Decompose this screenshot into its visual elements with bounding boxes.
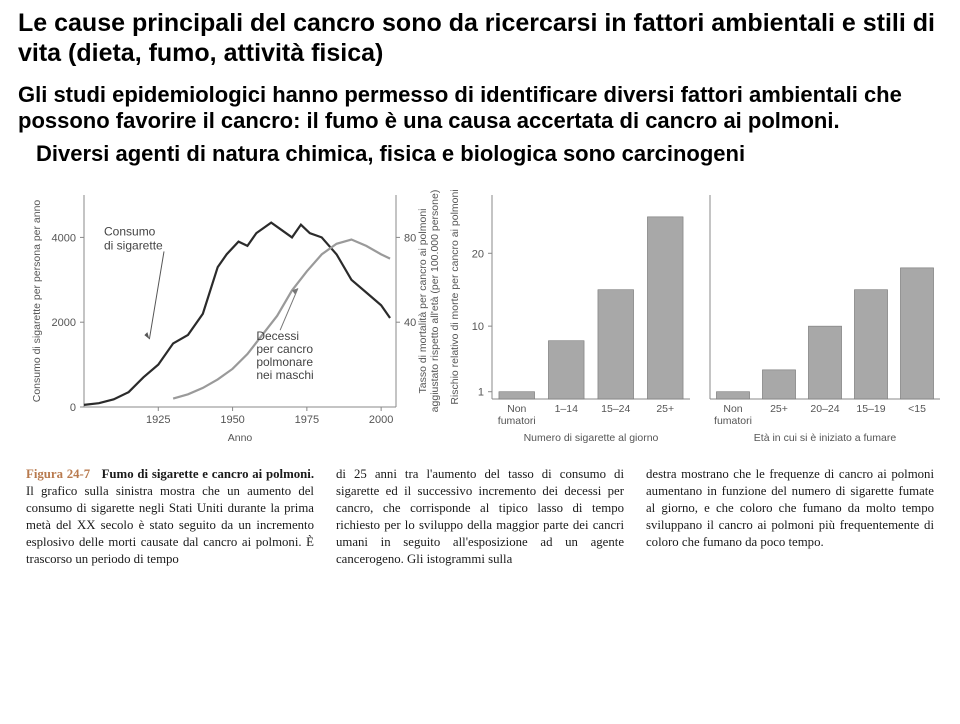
svg-text:per cancro: per cancro bbox=[256, 342, 313, 356]
figure-wrapper: 0 2000 4000 40 80 1925 1950 1975 2000 Anno Consumo… bbox=[26, 185, 934, 567]
svg-text:40: 40 bbox=[404, 317, 416, 329]
svg-text:1950: 1950 bbox=[220, 414, 244, 426]
svg-text:10: 10 bbox=[472, 321, 484, 333]
svg-text:1: 1 bbox=[478, 387, 484, 399]
svg-text:1975: 1975 bbox=[295, 414, 319, 426]
svg-text:Consumo: Consumo bbox=[104, 225, 156, 239]
svg-text:20–24: 20–24 bbox=[810, 403, 839, 415]
svg-text:25+: 25+ bbox=[770, 403, 788, 415]
svg-text:Rischio relativo di morte per: Rischio relativo di morte per cancro ai … bbox=[449, 190, 461, 405]
svg-text:Anno: Anno bbox=[228, 432, 253, 444]
svg-text:25+: 25+ bbox=[656, 403, 674, 415]
figure-title: Fumo di sigarette e cancro ai polmoni. bbox=[102, 467, 314, 481]
svg-text:polmonare: polmonare bbox=[256, 355, 313, 369]
svg-text:Consumo di sigarette per perso: Consumo di sigarette per persona per ann… bbox=[31, 200, 43, 403]
svg-text:80: 80 bbox=[404, 233, 416, 245]
caption-col-3: destra mostrano che le frequenze di canc… bbox=[646, 466, 934, 567]
figure-caption: Figura 24-7 Fumo di sigarette e cancro a… bbox=[26, 466, 934, 567]
svg-text:4000: 4000 bbox=[52, 233, 76, 245]
svg-text:2000: 2000 bbox=[369, 414, 393, 426]
bar-chart-age: Nonfumatori 25+ 20–24 15–19 <15 Età in cui si… bbox=[696, 185, 946, 450]
svg-text:fumatori: fumatori bbox=[714, 415, 752, 427]
svg-text:Decessi: Decessi bbox=[256, 329, 299, 343]
svg-text:Numero di sigarette al giorno: Numero di sigarette al giorno bbox=[524, 432, 659, 444]
page-title: Le cause principali del cancro sono da r… bbox=[18, 8, 942, 68]
svg-text:Non: Non bbox=[723, 403, 742, 415]
caption-col-1: Il grafico sulla sinistra mostra che un … bbox=[26, 484, 314, 566]
svg-text:1–14: 1–14 bbox=[555, 403, 579, 415]
paragraph-2: Diversi agenti di natura chimica, fisica… bbox=[18, 141, 942, 167]
paragraph-1: Gli studi epidemiologici hanno permesso … bbox=[18, 82, 942, 135]
figure-id: Figura 24-7 bbox=[26, 467, 90, 481]
svg-text:15–24: 15–24 bbox=[601, 403, 630, 415]
svg-text:Tasso di mortalità per cancro: Tasso di mortalità per cancro ai polmoni bbox=[417, 209, 429, 394]
svg-text:15–19: 15–19 bbox=[856, 403, 885, 415]
svg-text:di sigarette: di sigarette bbox=[104, 239, 163, 253]
svg-text:fumatori: fumatori bbox=[498, 415, 536, 427]
svg-text:Non: Non bbox=[507, 403, 526, 415]
svg-text:20: 20 bbox=[472, 248, 484, 260]
line-chart: 0 2000 4000 40 80 1925 1950 1975 2000 Anno Consumo… bbox=[26, 185, 446, 450]
bar-chart-cigs: 1 10 20 Rischio relativo di morte per cancr… bbox=[446, 185, 696, 450]
svg-text:0: 0 bbox=[70, 402, 76, 414]
caption-col-2: di 25 anni tra l'aumento del tasso di co… bbox=[336, 466, 624, 567]
svg-text:Età in cui si è iniziato a fum: Età in cui si è iniziato a fumare bbox=[754, 432, 897, 444]
svg-text:nei maschi: nei maschi bbox=[256, 368, 313, 382]
svg-text:2000: 2000 bbox=[52, 317, 76, 329]
svg-text:<15: <15 bbox=[908, 403, 926, 415]
svg-text:1925: 1925 bbox=[146, 414, 170, 426]
svg-text:aggiustato rispetto all'età (p: aggiustato rispetto all'età (per 100.000… bbox=[429, 190, 441, 413]
